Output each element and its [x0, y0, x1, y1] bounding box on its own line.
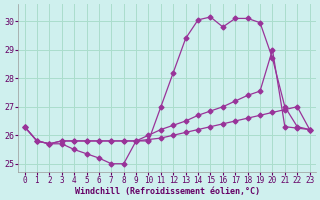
- X-axis label: Windchill (Refroidissement éolien,°C): Windchill (Refroidissement éolien,°C): [75, 187, 260, 196]
